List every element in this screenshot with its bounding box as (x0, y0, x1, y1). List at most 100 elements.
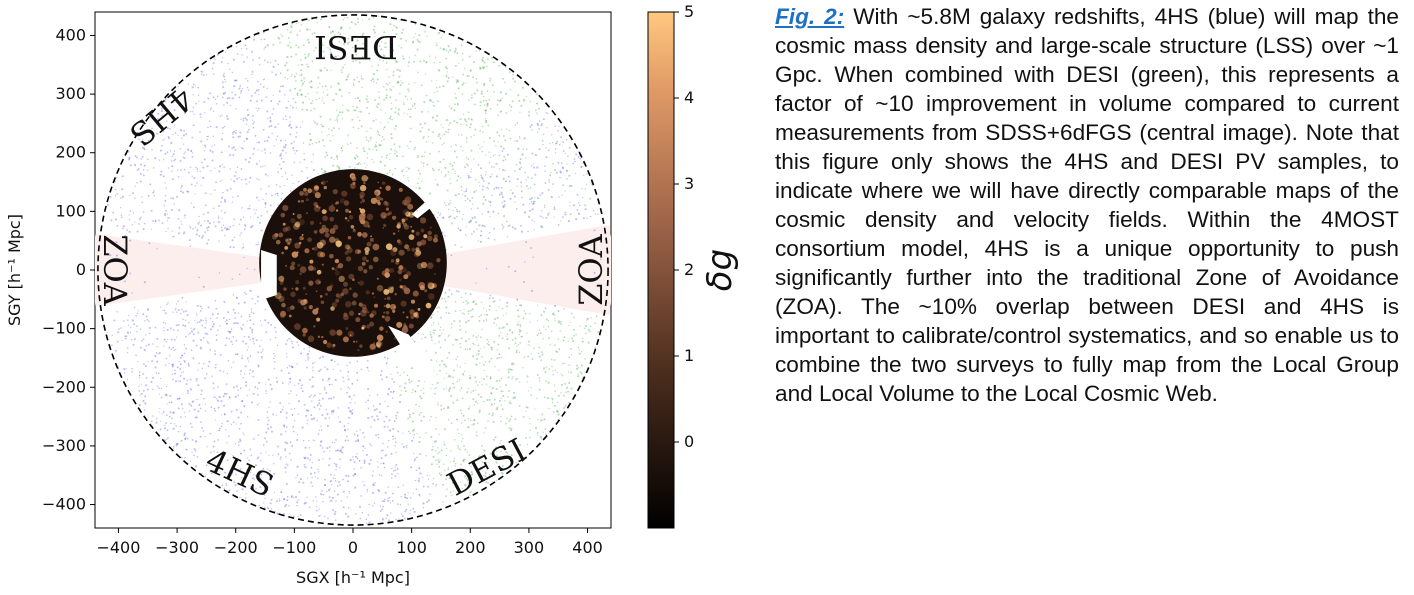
fourhs-point (177, 380, 180, 382)
fourhs-point (230, 367, 233, 369)
fourhs-point (232, 58, 235, 61)
fourhs-point (281, 149, 284, 152)
fourhs-point (293, 149, 295, 152)
x-tick-label: 400 (572, 538, 603, 557)
desi-point (507, 376, 510, 379)
density-blob (358, 312, 361, 316)
fourhs-point (302, 142, 305, 144)
desi-point (470, 70, 472, 72)
desi-point (416, 182, 419, 185)
fourhs-point (200, 116, 202, 118)
desi-point (428, 475, 430, 477)
fourhs-point (192, 228, 194, 230)
density-blob (361, 326, 365, 330)
fourhs-point (324, 484, 327, 487)
fourhs-point (216, 53, 219, 56)
desi-point (519, 381, 521, 383)
desi-point (366, 100, 369, 103)
desi-point (516, 122, 519, 124)
desi-point (467, 320, 470, 322)
desi-point (551, 398, 554, 401)
fourhs-point (394, 475, 397, 478)
desi-point (471, 309, 473, 312)
desi-point (443, 441, 445, 443)
density-blob (423, 234, 428, 239)
density-blob (348, 273, 355, 280)
desi-point (469, 482, 472, 485)
desi-point (407, 113, 409, 115)
desi-point (460, 412, 463, 415)
fourhs-point (359, 517, 362, 520)
fourhs-point (216, 466, 219, 469)
fourhs-point (158, 353, 160, 355)
desi-point (473, 92, 476, 95)
fourhs-point (502, 226, 505, 228)
desi-point (366, 152, 369, 155)
desi-point (417, 155, 420, 157)
density-blob (354, 248, 361, 255)
desi-point (429, 333, 432, 336)
desi-point (372, 148, 374, 151)
desi-point (444, 175, 446, 178)
density-blob (352, 181, 356, 185)
desi-point (297, 46, 300, 49)
desi-point (459, 342, 461, 345)
desi-point (398, 385, 401, 388)
desi-point (443, 377, 446, 379)
colorbar-tick-label: 5 (684, 2, 694, 21)
desi-point (309, 28, 311, 31)
fourhs-point (242, 246, 245, 249)
fourhs-point (231, 97, 233, 99)
fourhs-point (159, 149, 162, 152)
fourhs-point (166, 429, 169, 432)
density-blob (326, 286, 332, 292)
fourhs-point (489, 294, 492, 297)
desi-point (445, 74, 448, 76)
fourhs-point (235, 296, 238, 299)
desi-point (392, 70, 395, 73)
fourhs-point (317, 433, 320, 435)
figure-label-link[interactable]: Fig. 2: (775, 4, 845, 29)
density-blob (385, 185, 391, 191)
fourhs-point (269, 383, 272, 386)
fourhs-point (307, 359, 310, 361)
fourhs-point (226, 372, 229, 375)
density-blob (357, 249, 362, 254)
fourhs-point (257, 366, 260, 368)
desi-point (577, 346, 580, 349)
fourhs-point (173, 235, 175, 238)
fourhs-point (265, 202, 267, 204)
desi-point (467, 418, 470, 420)
fourhs-point (250, 226, 253, 229)
fourhs-point (267, 427, 270, 430)
desi-point (280, 33, 282, 36)
fourhs-point (265, 96, 267, 98)
fourhs-point (357, 435, 359, 437)
fourhs-point (352, 474, 355, 477)
desi-point (443, 443, 446, 446)
desi-point (435, 360, 438, 362)
fourhs-point (558, 125, 560, 128)
fourhs-point (156, 417, 158, 420)
desi-point (474, 376, 477, 379)
fourhs-point (307, 457, 309, 460)
desi-point (510, 454, 513, 457)
fourhs-point (170, 348, 173, 351)
fourhs-point (223, 92, 225, 94)
fourhs-point (256, 178, 258, 180)
fourhs-point (254, 464, 258, 467)
fourhs-point (574, 172, 576, 175)
fourhs-point (322, 493, 325, 496)
desi-point (369, 139, 371, 141)
desi-point (497, 343, 500, 346)
fourhs-point (185, 335, 187, 338)
fourhs-point (119, 206, 122, 209)
density-blob (285, 226, 291, 232)
desi-point (292, 97, 295, 100)
density-blob (342, 281, 349, 287)
fourhs-point (560, 162, 563, 164)
fourhs-point (182, 324, 185, 327)
fourhs-point (391, 377, 394, 380)
fourhs-point (328, 383, 330, 385)
desi-point (372, 73, 375, 76)
